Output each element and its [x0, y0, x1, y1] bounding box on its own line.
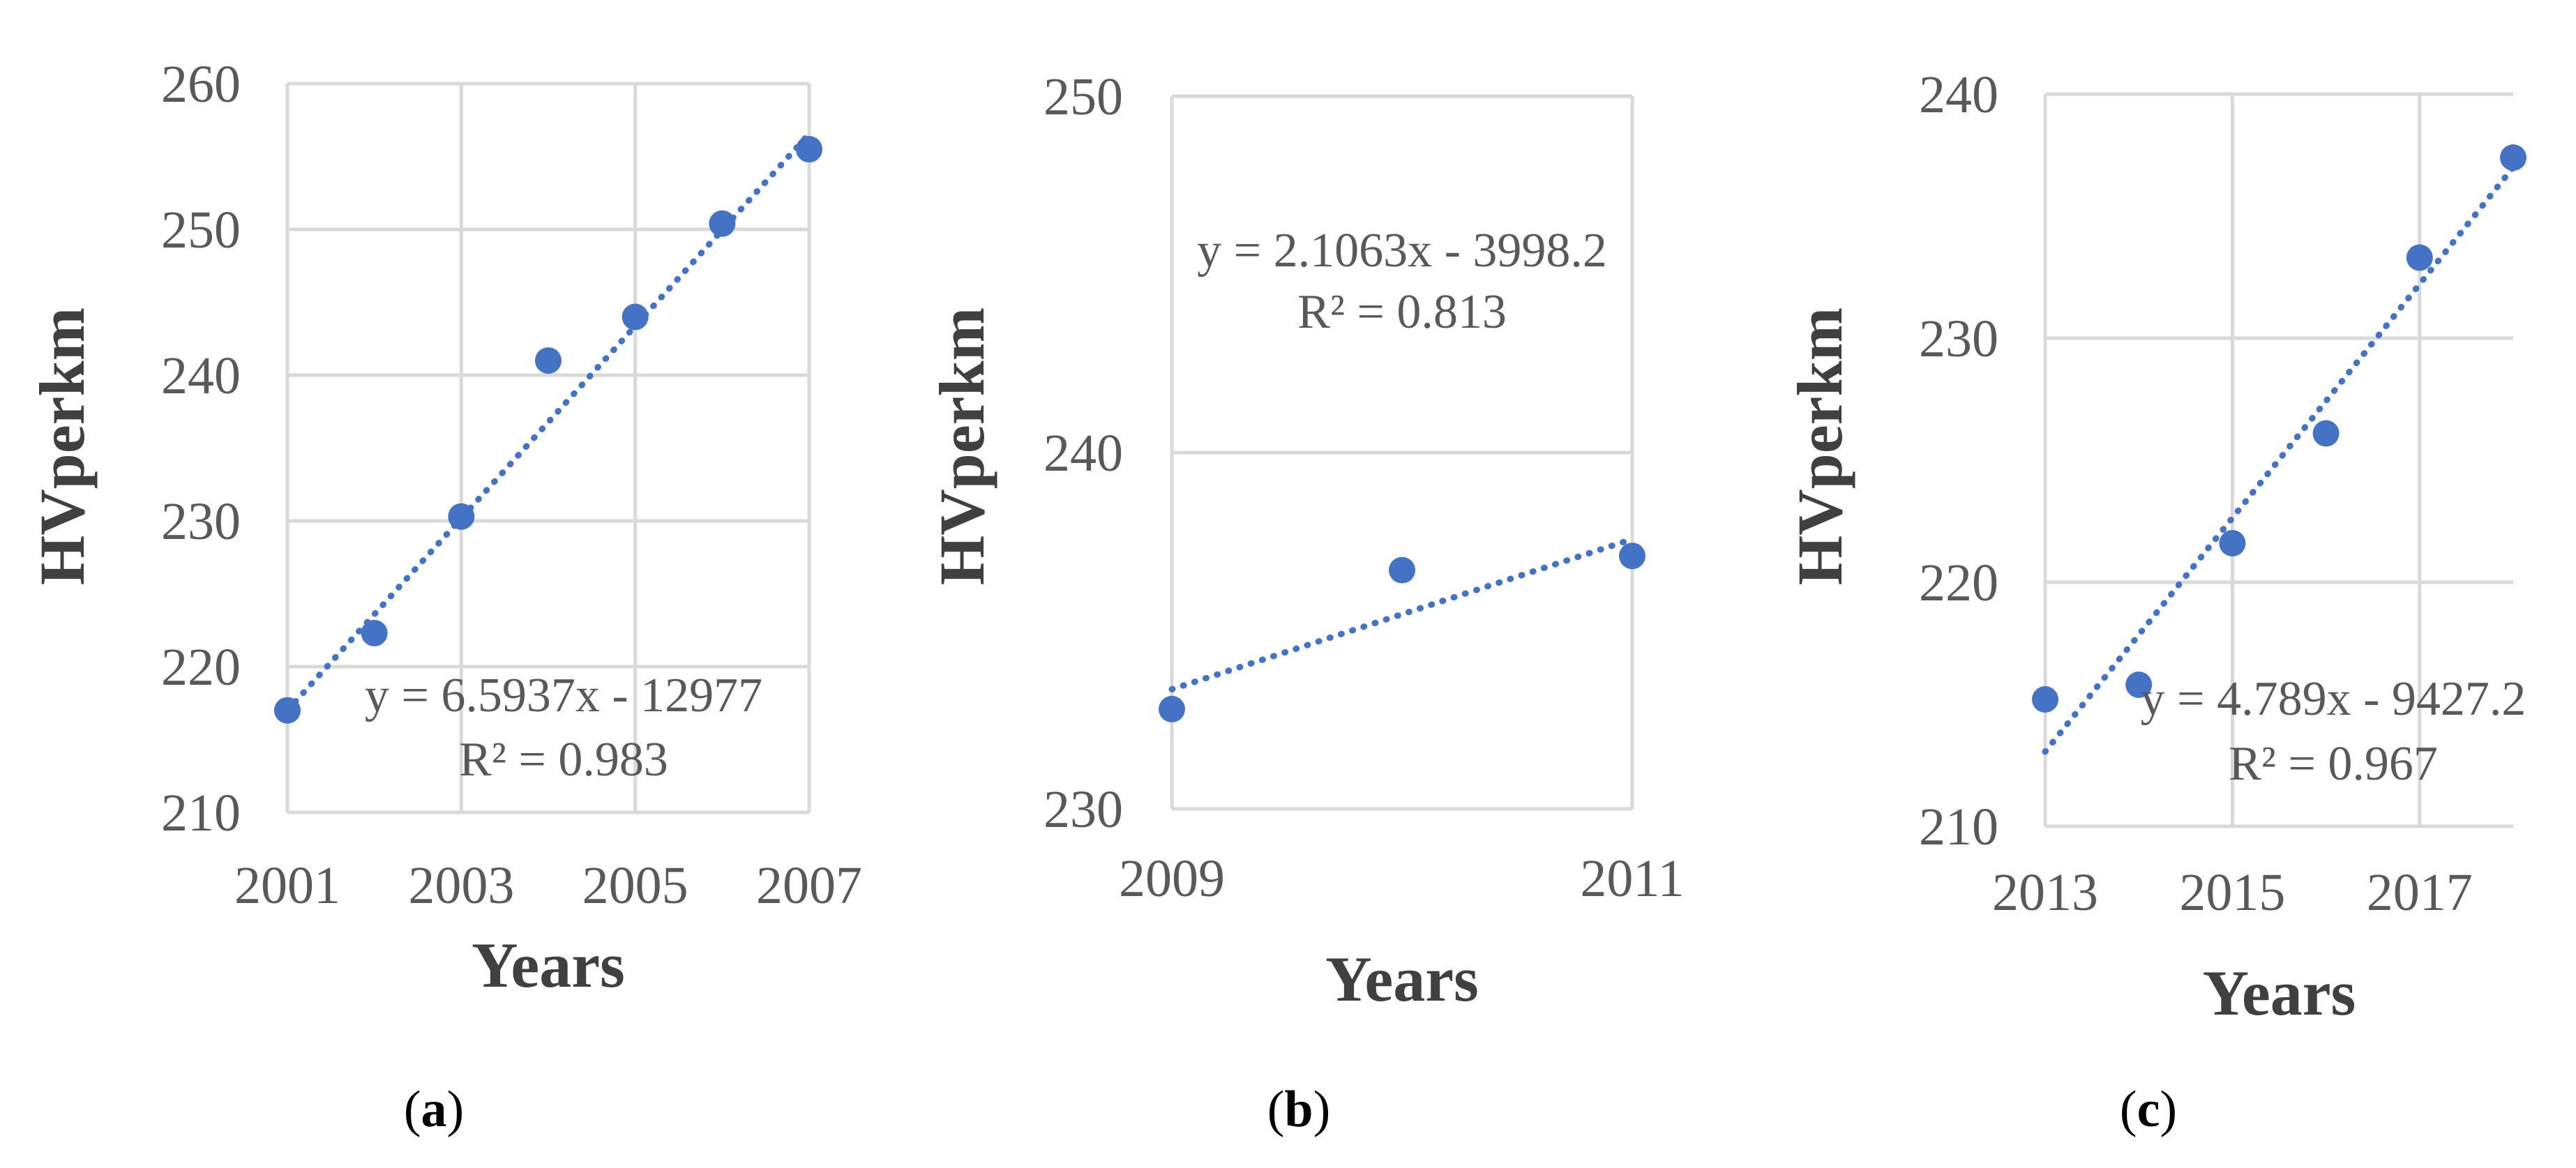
y-tick-label-0: 210: [161, 784, 241, 842]
data-point-2: [448, 503, 475, 530]
r-squared: R² = 0.813: [1297, 285, 1507, 339]
y-tick-label-2: 250: [1044, 68, 1123, 126]
x-tick-label-2: 2017: [2367, 863, 2473, 922]
x-tick-label-1: 2015: [2179, 863, 2285, 922]
data-point-4: [622, 303, 649, 331]
data-point-0: [2032, 686, 2058, 713]
y-axis-title: HVperkm: [27, 308, 98, 586]
x-axis-title: Years: [1325, 943, 1479, 1015]
data-point-0: [1159, 695, 1185, 722]
data-point-5: [2500, 144, 2526, 171]
x-tick-label-1: 2003: [408, 856, 514, 915]
x-tick-label-1: 2011: [1580, 849, 1684, 908]
chart-panel-c: 210 220 230 240 2013 2015 2017 y = 4.789x - 942…: [1784, 66, 2526, 1138]
trend-equation: y = 4.789x - 9427.2: [2141, 672, 2526, 726]
y-axis-title: HVperkm: [1784, 308, 1855, 586]
data-point-1: [361, 619, 388, 646]
trend-equation: y = 2.1063x - 3998.2: [1197, 224, 1607, 278]
data-point-1: [2125, 672, 2153, 698]
chart-panel-a: 210 220 230 240 250 260 2001 2003 2005 2007 y = 6.…: [27, 55, 862, 1138]
trendline: [2042, 164, 2517, 755]
data-point-3: [535, 347, 562, 374]
data-point-2: [1619, 543, 1645, 570]
x-axis-title: Years: [472, 930, 625, 1001]
panel-label: (a): [404, 1081, 464, 1138]
data-point-5: [709, 210, 736, 237]
trendline: [1168, 536, 1636, 692]
panel-label: (c): [2120, 1081, 2177, 1138]
x-tick-label-0: 2013: [1992, 863, 2098, 922]
trend-equation: y = 6.5937x - 12977: [365, 669, 762, 722]
y-tick-label-1: 220: [161, 638, 241, 697]
r-squared: R² = 0.967: [2229, 737, 2438, 791]
data-point-2: [2219, 530, 2246, 556]
data-point-3: [2312, 420, 2340, 447]
data-point-1: [1389, 556, 1415, 584]
y-tick-label-5: 260: [161, 55, 241, 114]
y-tick-label-2: 230: [1919, 310, 1998, 368]
y-tick-label-2: 230: [161, 492, 241, 551]
y-tick-label-4: 250: [161, 201, 241, 259]
y-tick-label-1: 220: [1919, 554, 1998, 612]
x-tick-label-3: 2007: [756, 856, 862, 915]
x-tick-label-0: 2009: [1119, 849, 1225, 908]
data-point-6: [796, 136, 822, 163]
panel-label: (b): [1267, 1081, 1330, 1138]
y-tick-label-3: 240: [161, 347, 241, 405]
data-point-4: [2406, 244, 2433, 271]
y-tick-label-3: 240: [1919, 66, 1998, 124]
y-tick-label-1: 240: [1044, 424, 1123, 483]
y-axis-title: HVperkm: [926, 308, 997, 586]
y-tick-label-0: 210: [1919, 798, 1998, 856]
x-tick-label-0: 2001: [234, 856, 340, 915]
r-squared: R² = 0.983: [459, 733, 668, 787]
y-tick-label-0: 230: [1044, 780, 1123, 839]
chart-panel-b: 230 240 250 2009 2011 y = 2.1063x - 3998.2 R² …: [926, 68, 1685, 1138]
trendline: [284, 130, 813, 714]
x-tick-label-2: 2005: [582, 856, 688, 915]
x-axis-title: Years: [2203, 957, 2356, 1029]
data-point-0: [274, 697, 301, 724]
